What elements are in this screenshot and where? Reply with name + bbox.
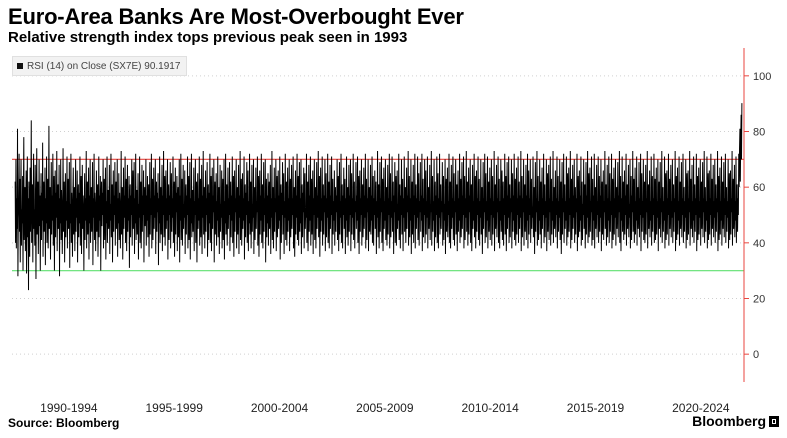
source-note: Source: Bloomberg — [8, 416, 120, 430]
bloomberg-logo: Bloomberg — [692, 413, 779, 429]
brand-name: Bloomberg — [692, 413, 766, 429]
y-tick-label-40: 40 — [753, 238, 765, 250]
bloomberg-logo-icon — [769, 415, 779, 427]
legend-swatch-icon — [17, 63, 23, 69]
y-axis: 0 20 40 60 80 100 — [743, 48, 771, 382]
chart-title: Euro-Area Banks Are Most-Overbought Ever — [8, 4, 464, 29]
series-layer — [14, 103, 743, 291]
chart-subtitle: Relative strength index tops previous pe… — [8, 29, 408, 46]
legend: RSI (14) on Close (SX7E) 90.1917 — [12, 56, 188, 76]
series-line-rsi — [14, 103, 743, 291]
x-axis: 1990-1994 1995-1999 2000-2004 2005-2009 2010… — [40, 401, 730, 415]
x-tick-label-4: 2010-2014 — [461, 401, 519, 415]
x-tick-label-3: 2005-2009 — [356, 401, 414, 415]
x-tick-label-0: 1990-1994 — [40, 401, 98, 415]
y-tick-label-80: 80 — [753, 127, 765, 139]
y-tick-label-60: 60 — [753, 182, 765, 194]
y-tick-label-20: 20 — [753, 294, 765, 306]
x-tick-label-1: 1995-1999 — [146, 401, 204, 415]
legend-label: RSI (14) on Close (SX7E) 90.1917 — [27, 60, 181, 72]
x-tick-label-5: 2015-2019 — [567, 401, 625, 415]
x-tick-label-2: 2000-2004 — [251, 401, 309, 415]
y-tick-label-100: 100 — [753, 71, 771, 83]
y-tick-label-0: 0 — [753, 349, 759, 361]
x-tick-label-6: 2020-2024 — [672, 401, 730, 415]
